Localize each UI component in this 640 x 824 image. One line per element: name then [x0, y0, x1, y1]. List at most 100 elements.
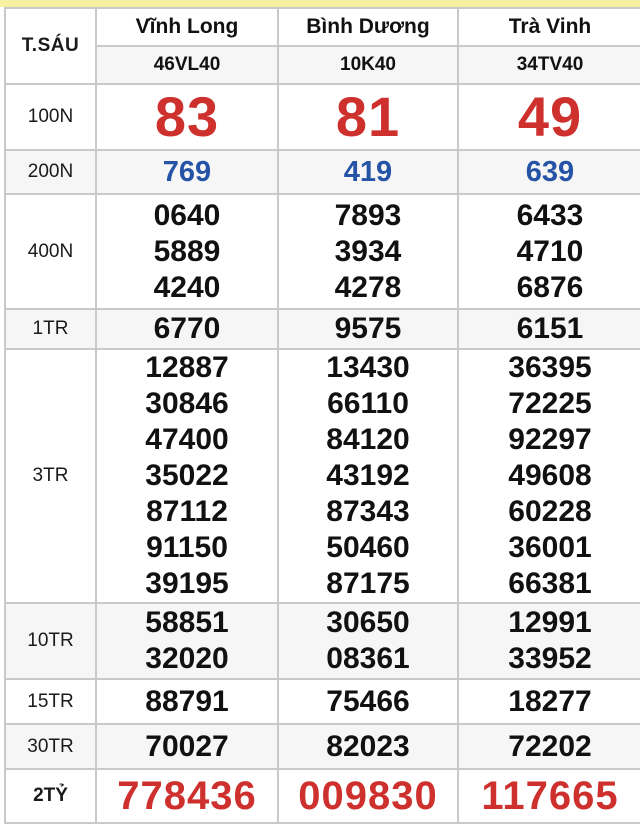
prize-number: 6876: [516, 270, 584, 304]
prize-number: 4278: [334, 270, 402, 304]
prize-number: 6770: [153, 312, 221, 345]
prize-cell: 12887 30846 47400 35022 87112 91150 39195: [95, 348, 279, 604]
prize-number: 39195: [145, 567, 229, 600]
prize-number: 72225: [508, 387, 592, 420]
prize-number: 13430: [326, 351, 410, 384]
prize-number: 87175: [326, 567, 410, 600]
prize-number: 49608: [508, 459, 592, 492]
prize-number: 0640: [153, 198, 221, 232]
lottery-results-table: T.SÁU Vĩnh Long Bình Dương Trà Vinh 46VL40 10…: [4, 7, 640, 824]
prize-cell: 70027: [95, 723, 279, 770]
prize-number: 70027: [145, 729, 229, 763]
prize-number: 33952: [508, 642, 592, 675]
prize-row-15tr: 15TR 88791 75466 18277: [4, 678, 640, 725]
header-codes-row: 46VL40 10K40 34TV40: [5, 45, 640, 85]
prize-number: 9575: [334, 312, 402, 345]
prize-number: 6433: [516, 198, 584, 232]
prize-number: 87112: [146, 495, 228, 528]
prize-cell: 13430 66110 84120 43192 87343 50460 87175: [277, 348, 459, 604]
prize-row-3tr: 3TR 12887 30846 47400 35022 87112 91150 39195 13…: [4, 348, 640, 604]
prize-row-400n: 400N 0640 5889 4240 7893 3934 4278 6433 4710 6876: [4, 193, 640, 310]
prize-cell: 83: [95, 83, 279, 151]
prize-cell: 30650 08361: [277, 602, 459, 680]
prize-number: 117665: [481, 774, 619, 818]
prize-number: 5889: [153, 234, 221, 268]
prize-cell: 36395 72225 92297 49608 60228 36001 66381: [457, 348, 640, 604]
prize-number: 12991: [508, 606, 592, 639]
prize-number: 66110: [327, 387, 409, 420]
prize-number: 18277: [508, 684, 592, 718]
prize-row-10tr: 10TR 58851 32020 30650 08361 12991 33952: [4, 602, 640, 680]
prize-cell: 72202: [457, 723, 640, 770]
prize-number: 43192: [326, 459, 410, 492]
prize-row-30tr: 30TR 70027 82023 72202: [4, 723, 640, 770]
prize-number: 12887: [145, 351, 229, 384]
prize-cell: 009830: [277, 768, 459, 824]
prize-row-label: 400N: [4, 193, 97, 310]
prize-row-label: 1TR: [4, 308, 97, 350]
lottery-results-body: T.SÁU Vĩnh Long Bình Dương Trà Vinh 46VL40 10…: [4, 7, 640, 824]
prize-number: 75466: [326, 684, 410, 718]
prize-number: 88791: [145, 684, 229, 718]
lottery-results-container: T.SÁU Vĩnh Long Bình Dương Trà Vinh 46VL40 10…: [0, 7, 640, 824]
prize-number: 4710: [516, 234, 584, 268]
header-names-row: T.SÁU Vĩnh Long Bình Dương Trà Vinh: [4, 7, 640, 85]
prize-number: 30846: [145, 387, 229, 420]
prize-number: 769: [162, 156, 212, 188]
prize-cell: 778436: [95, 768, 279, 824]
prize-number: 35022: [145, 459, 229, 492]
prize-number: 009830: [298, 774, 438, 818]
prize-row-label: 200N: [4, 149, 97, 195]
yellow-top-strip: [0, 0, 640, 7]
prize-cell: 117665: [457, 768, 640, 824]
prize-row-2tỷ: 2TỶ 778436 009830 117665: [4, 768, 640, 824]
prize-number: 7893: [334, 198, 402, 232]
prize-cell: 58851 32020: [95, 602, 279, 680]
prize-number: 47400: [145, 423, 229, 456]
province-name: Vĩnh Long: [95, 7, 279, 47]
prize-row-label: 10TR: [4, 602, 97, 680]
prize-cell: 0640 5889 4240: [95, 193, 279, 310]
province-name: Bình Dương: [277, 7, 459, 47]
prize-number: 6151: [516, 312, 584, 345]
prize-cell: 6770: [95, 308, 279, 350]
prize-number: 32020: [145, 642, 229, 675]
prize-number: 36395: [508, 351, 592, 384]
prize-number: 84120: [326, 423, 410, 456]
prize-cell: 6151: [457, 308, 640, 350]
prize-cell: 81: [277, 83, 459, 151]
prize-number: 639: [525, 156, 575, 188]
prize-number: 66381: [508, 567, 592, 600]
prize-cell: 18277: [457, 678, 640, 725]
corner-day-label: T.SÁU: [4, 7, 97, 85]
prize-number: 81: [335, 85, 401, 148]
prize-number: 4240: [153, 270, 221, 304]
province-code: 46VL40: [95, 45, 279, 85]
prize-number: 83: [154, 85, 220, 148]
prize-cell: 49: [457, 83, 640, 151]
prize-row-100n: 100N 83 81 49: [4, 83, 640, 151]
prize-number: 72202: [508, 729, 592, 763]
prize-row-200n: 200N 769 419 639: [4, 149, 640, 195]
prize-cell: 419: [277, 149, 459, 195]
prize-number: 36001: [508, 531, 592, 564]
prize-number: 87343: [326, 495, 410, 528]
prize-row-1tr: 1TR 6770 9575 6151: [4, 308, 640, 350]
prize-cell: 82023: [277, 723, 459, 770]
prize-number: 49: [517, 85, 583, 148]
prize-cell: 88791: [95, 678, 279, 725]
prize-number: 08361: [326, 642, 410, 675]
prize-number: 92297: [508, 423, 592, 456]
prize-number: 778436: [117, 774, 257, 818]
prize-row-label: 15TR: [4, 678, 97, 725]
prize-cell: 75466: [277, 678, 459, 725]
prize-cell: 12991 33952: [457, 602, 640, 680]
prize-row-label: 3TR: [4, 348, 97, 604]
prize-number: 58851: [145, 606, 229, 639]
province-code: 34TV40: [457, 45, 640, 85]
prize-number: 50460: [326, 531, 410, 564]
prize-number: 419: [343, 156, 393, 188]
prize-number: 30650: [326, 606, 410, 639]
prize-cell: 7893 3934 4278: [277, 193, 459, 310]
prize-cell: 639: [457, 149, 640, 195]
